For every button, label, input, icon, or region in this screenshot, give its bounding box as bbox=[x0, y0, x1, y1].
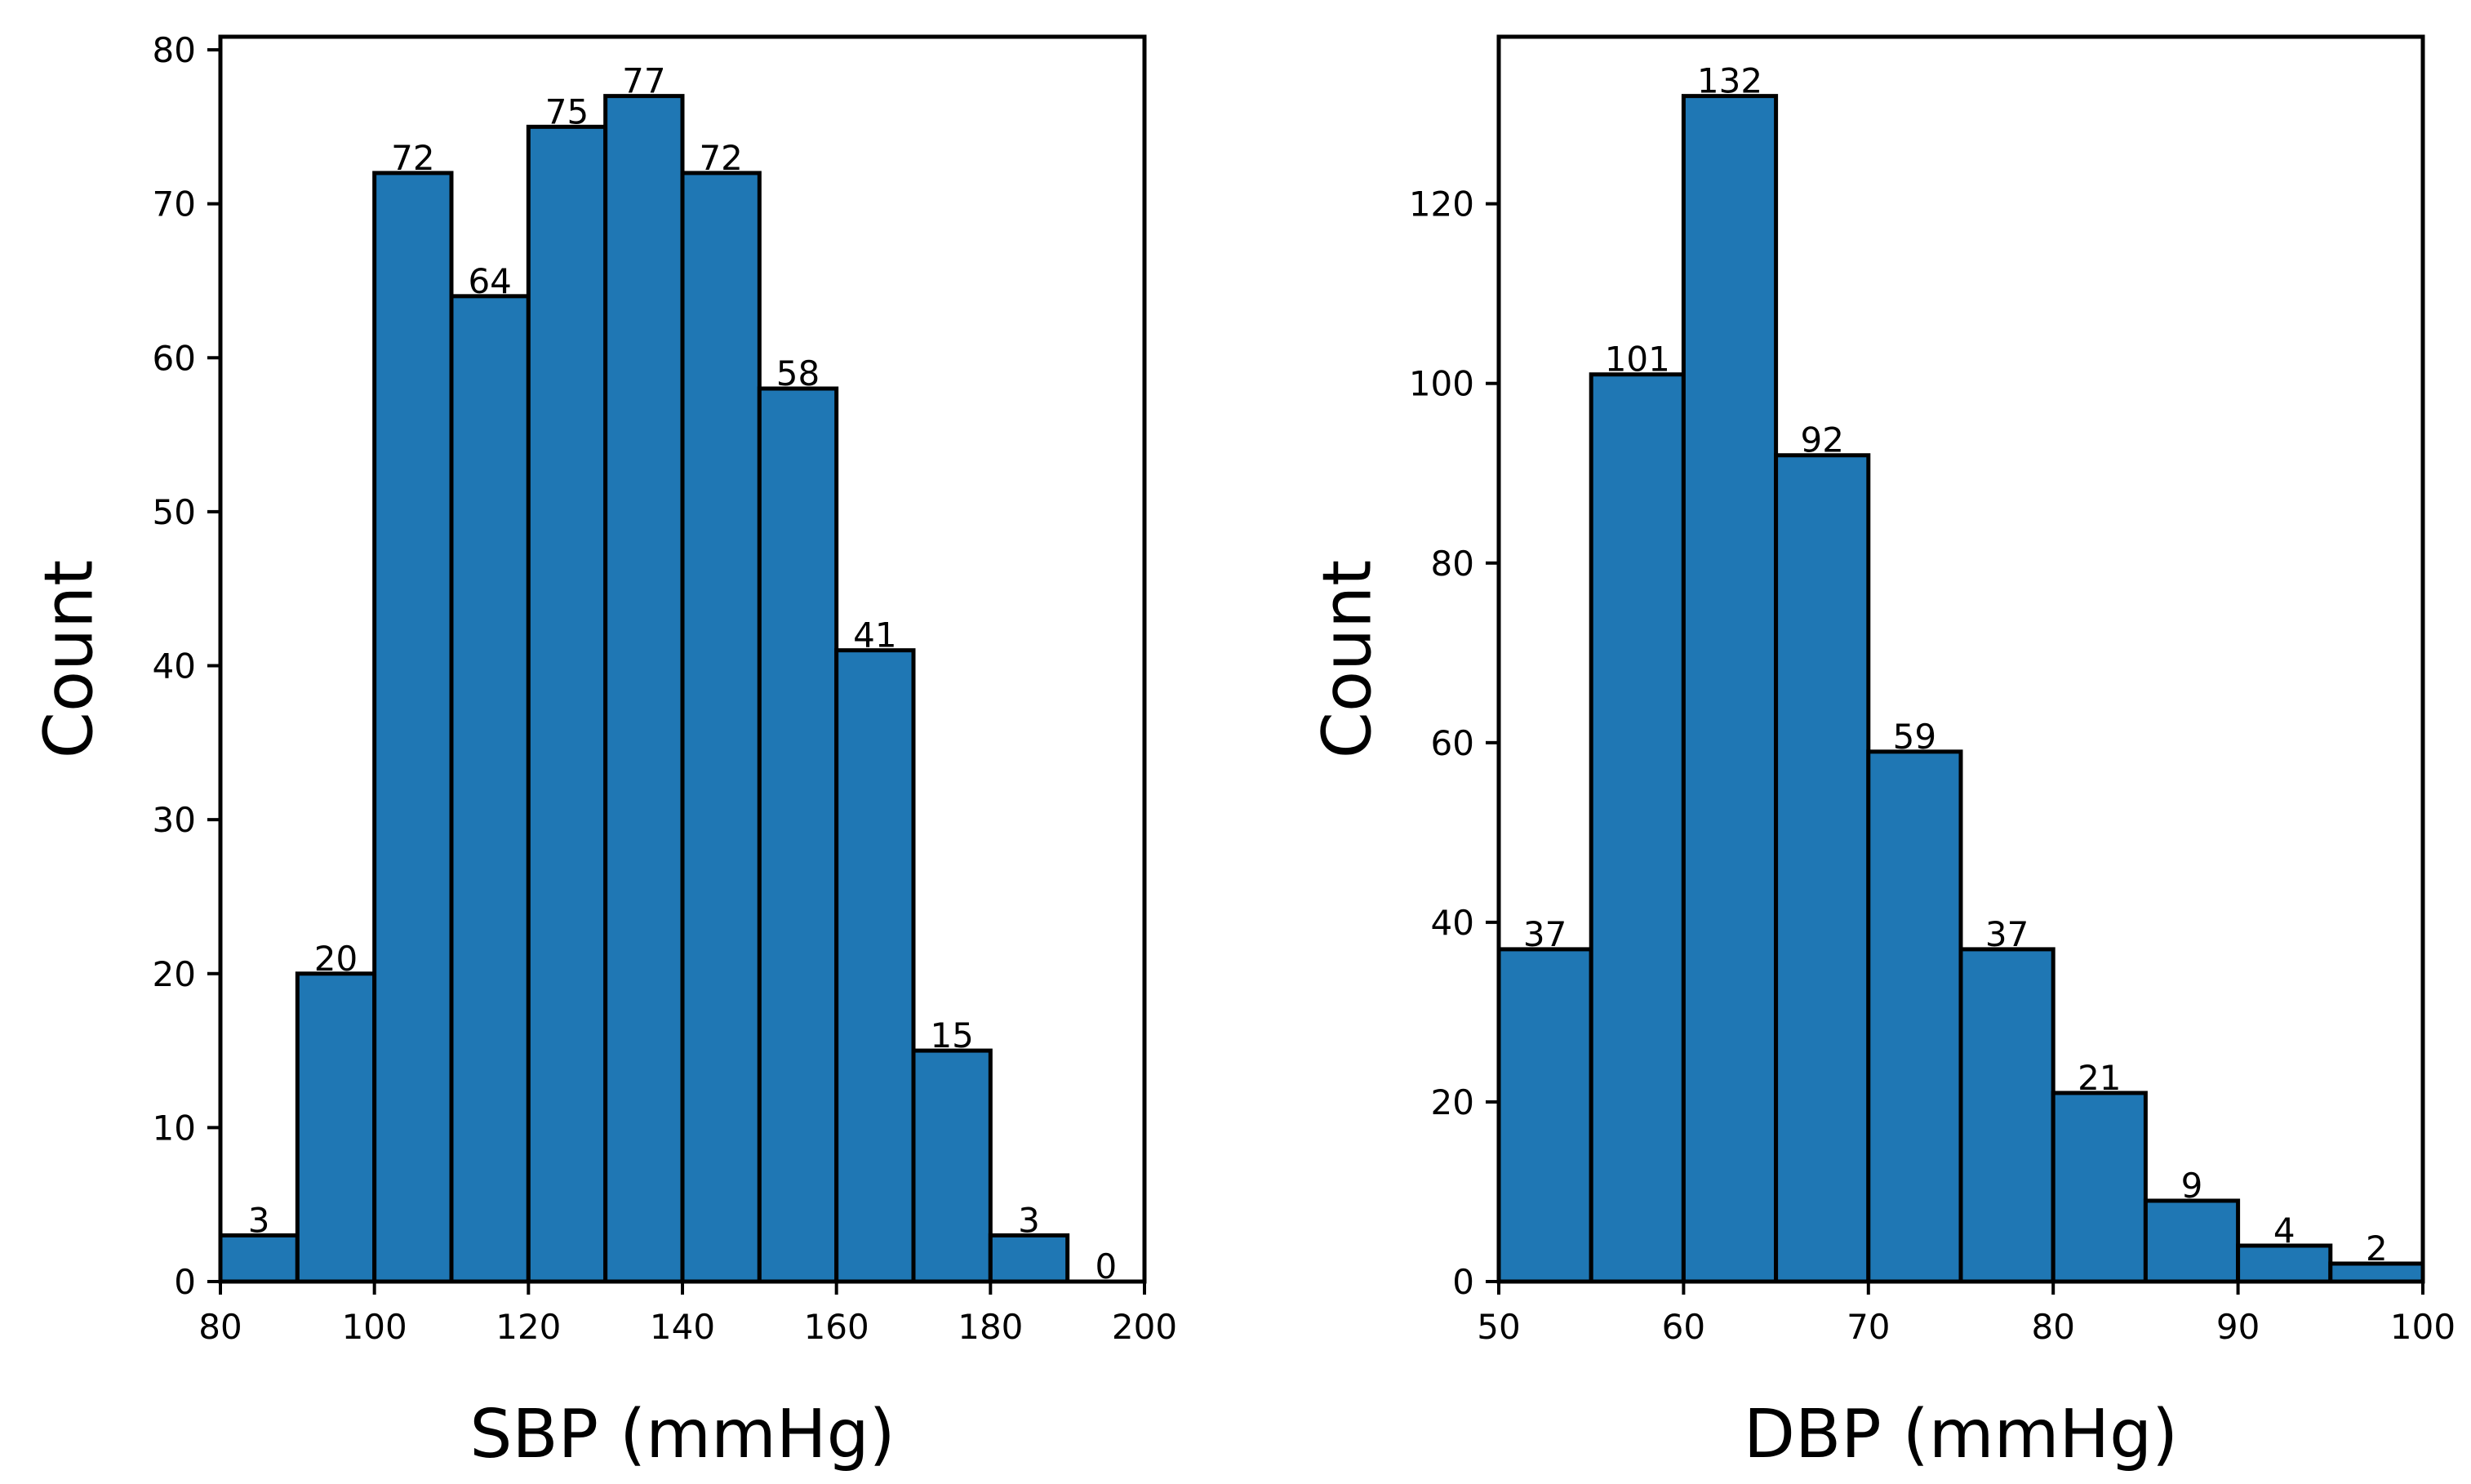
sbp-y-tick-label-3: 30 bbox=[153, 800, 196, 840]
sbp-bar-label-8: 41 bbox=[853, 615, 896, 655]
dbp-bar-labels: 37 101 132 92 59 37 21 9 4 2 bbox=[1523, 61, 2388, 1269]
dbp-bar-6 bbox=[2051, 1091, 2148, 1284]
dbp-x-tick-label-1: 60 bbox=[1662, 1307, 1705, 1347]
sbp-x-tick-label-5: 180 bbox=[958, 1307, 1023, 1347]
sbp-x-tick-label-0: 80 bbox=[198, 1307, 242, 1347]
sbp-x-axis: 80 100 120 140 160 180 200 bbox=[198, 1282, 1177, 1347]
dbp-bar-label-0: 37 bbox=[1523, 914, 1567, 954]
sbp-y-tick-label-5: 50 bbox=[153, 492, 196, 532]
sbp-bar-label-0: 3 bbox=[248, 1200, 270, 1240]
dbp-bar-label-7: 9 bbox=[2181, 1166, 2203, 1206]
sbp-x-tick-label-6: 200 bbox=[1112, 1307, 1177, 1347]
dbp-y-tick-label-1: 20 bbox=[1431, 1082, 1474, 1122]
dbp-bar-label-9: 2 bbox=[2366, 1229, 2388, 1269]
dbp-bar-label-1: 101 bbox=[1605, 340, 1670, 380]
sbp-bar-6 bbox=[680, 171, 762, 1284]
sbp-bar-label-3: 64 bbox=[468, 261, 511, 301]
dbp-bar-label-3: 92 bbox=[1800, 420, 1843, 460]
dbp-bar-1 bbox=[1589, 372, 1686, 1284]
sbp-bars bbox=[218, 94, 1070, 1284]
dbp-y-tick-label-0: 0 bbox=[1452, 1262, 1474, 1302]
dbp-bar-7 bbox=[2143, 1198, 2241, 1284]
dbp-x-tick-label-0: 50 bbox=[1477, 1307, 1520, 1347]
sbp-bar-7 bbox=[757, 386, 839, 1284]
sbp-y-tick-label-2: 20 bbox=[153, 954, 196, 994]
dbp-y-tick-label-4: 80 bbox=[1431, 544, 1474, 584]
sbp-y-axis-title: Count bbox=[30, 560, 108, 759]
dbp-bar-label-8: 4 bbox=[2273, 1211, 2295, 1251]
sbp-x-tick-label-2: 120 bbox=[496, 1307, 561, 1347]
sbp-x-tick-label-3: 140 bbox=[650, 1307, 715, 1347]
sbp-y-axis: 0 10 20 30 40 50 60 70 80 bbox=[153, 30, 220, 1302]
sbp-bar-label-7: 58 bbox=[776, 353, 820, 393]
dbp-x-tick-label-2: 70 bbox=[1847, 1307, 1890, 1347]
dbp-y-tick-label-3: 60 bbox=[1431, 723, 1474, 763]
dbp-y-axis: 0 20 40 60 80 100 120 bbox=[1409, 184, 1499, 1302]
sbp-y-tick-label-8: 80 bbox=[153, 30, 196, 70]
dbp-y-tick-label-6: 120 bbox=[1409, 184, 1474, 224]
sbp-bar-label-5: 77 bbox=[622, 61, 665, 101]
dbp-x-tick-label-5: 100 bbox=[2390, 1307, 2455, 1347]
sbp-bar-label-4: 75 bbox=[545, 91, 589, 131]
sbp-y-tick-label-7: 70 bbox=[153, 184, 196, 224]
sbp-y-tick-label-6: 60 bbox=[153, 338, 196, 378]
dbp-y-axis-title: Count bbox=[1309, 560, 1386, 759]
dbp-bar-0 bbox=[1496, 947, 1593, 1284]
sbp-x-tick-label-1: 100 bbox=[342, 1307, 407, 1347]
dbp-bar-3 bbox=[1774, 453, 1871, 1284]
dbp-bar-8 bbox=[2236, 1243, 2333, 1284]
sbp-x-tick-label-4: 160 bbox=[804, 1307, 869, 1347]
sbp-bar-label-2: 72 bbox=[391, 138, 434, 178]
sbp-bar-label-9: 15 bbox=[930, 1015, 973, 1055]
dbp-x-axis-title: DBP (mmHg) bbox=[1744, 1396, 2178, 1473]
dbp-bars bbox=[1496, 94, 2425, 1284]
dbp-bar-2 bbox=[1681, 94, 1779, 1284]
dbp-x-axis: 50 60 70 80 90 100 bbox=[1477, 1282, 2455, 1347]
sbp-bar-2 bbox=[372, 171, 454, 1284]
sbp-bar-4 bbox=[526, 124, 608, 1284]
sbp-bar-label-6: 72 bbox=[699, 138, 742, 178]
sbp-bar-9 bbox=[911, 1048, 993, 1284]
dbp-x-tick-label-4: 90 bbox=[2216, 1307, 2260, 1347]
sbp-x-axis-title: SBP (mmHg) bbox=[469, 1396, 895, 1473]
dbp-y-tick-label-2: 40 bbox=[1431, 903, 1474, 943]
sbp-bar-8 bbox=[834, 648, 916, 1284]
sbp-bar-5 bbox=[603, 94, 685, 1284]
dbp-bar-label-6: 21 bbox=[2078, 1058, 2121, 1098]
dbp-bar-5 bbox=[1958, 947, 2055, 1284]
sbp-bar-label-10: 3 bbox=[1018, 1200, 1040, 1240]
sbp-y-tick-label-0: 0 bbox=[174, 1262, 196, 1302]
dbp-bar-label-4: 59 bbox=[1893, 717, 1936, 757]
sbp-bar-3 bbox=[449, 294, 531, 1284]
dbp-x-tick-label-3: 80 bbox=[2031, 1307, 2074, 1347]
dbp-bar-label-5: 37 bbox=[1985, 914, 2029, 954]
dbp-histogram: 37 101 132 92 59 37 21 9 4 2 50 60 70 80 90 100 0 20 40 6… bbox=[1309, 34, 2455, 1473]
sbp-bar-1 bbox=[295, 971, 377, 1284]
sbp-bar-10 bbox=[988, 1233, 1070, 1284]
dbp-plot-frame bbox=[1496, 34, 2425, 1284]
dbp-bar-4 bbox=[1866, 749, 1963, 1284]
sbp-y-tick-label-4: 40 bbox=[153, 646, 196, 686]
sbp-bar-0 bbox=[218, 1233, 300, 1284]
dbp-bar-label-2: 132 bbox=[1697, 61, 1762, 101]
sbp-bar-label-1: 20 bbox=[314, 939, 358, 979]
sbp-y-tick-label-1: 10 bbox=[153, 1108, 196, 1148]
dbp-y-tick-label-5: 100 bbox=[1409, 364, 1474, 404]
